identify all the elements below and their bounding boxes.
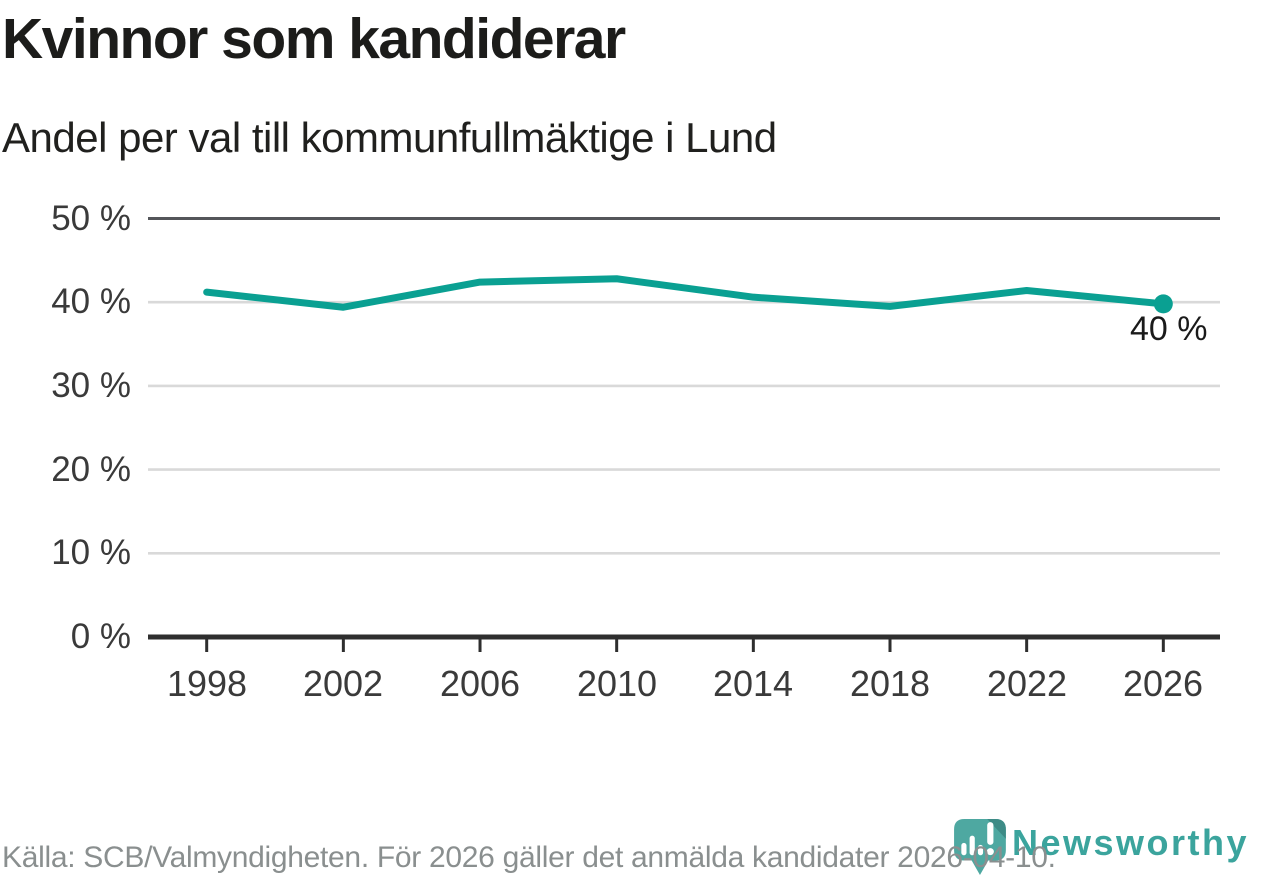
logo-exclamation-dot: [986, 848, 994, 856]
chart-title: Kvinnor som kandiderar: [2, 7, 626, 71]
x-tick-label-2006: 2006: [439, 663, 521, 704]
logo-bar-3: [977, 844, 984, 856]
y-tick-label-30: 30 %: [51, 366, 131, 405]
trend-line: [203, 275, 1167, 311]
end-value-label: 40 %: [1130, 310, 1208, 348]
newsworthy-logo-icon: [954, 819, 1006, 875]
source-note: Källa: SCB/Valmyndigheten. För 2026 gäll…: [2, 841, 1056, 874]
x-tick-label-2026: 2026: [1122, 663, 1204, 704]
logo-bar-1: [961, 842, 967, 856]
x-tick-label-2014: 2014: [712, 663, 794, 704]
newsworthy-wordmark: Newsworthy: [1012, 822, 1250, 863]
end-point-marker: [1153, 294, 1173, 314]
y-tick-label-10: 10 %: [51, 533, 131, 572]
x-tick-label-1998: 1998: [166, 663, 248, 704]
y-tick-label-0: 0 %: [70, 617, 131, 656]
data-series: [203, 275, 1173, 314]
logo-exclamation-bar: [987, 822, 994, 845]
y-tick-label-50: 50 %: [51, 199, 131, 238]
x-tick-label-2022: 2022: [986, 663, 1068, 704]
x-tick-label-2018: 2018: [849, 663, 931, 704]
gridlines: [148, 217, 1220, 555]
y-tick-label-40: 40 %: [51, 282, 131, 321]
tick-marks: [205, 639, 1165, 652]
logo-bar-2: [969, 835, 975, 856]
x-tick-label-2002: 2002: [302, 663, 384, 704]
chart-subtitle: Andel per val till kommunfullmäktige i L…: [2, 114, 777, 161]
y-tick-label-20: 20 %: [51, 450, 131, 489]
x-tick-label-2010: 2010: [576, 663, 658, 704]
